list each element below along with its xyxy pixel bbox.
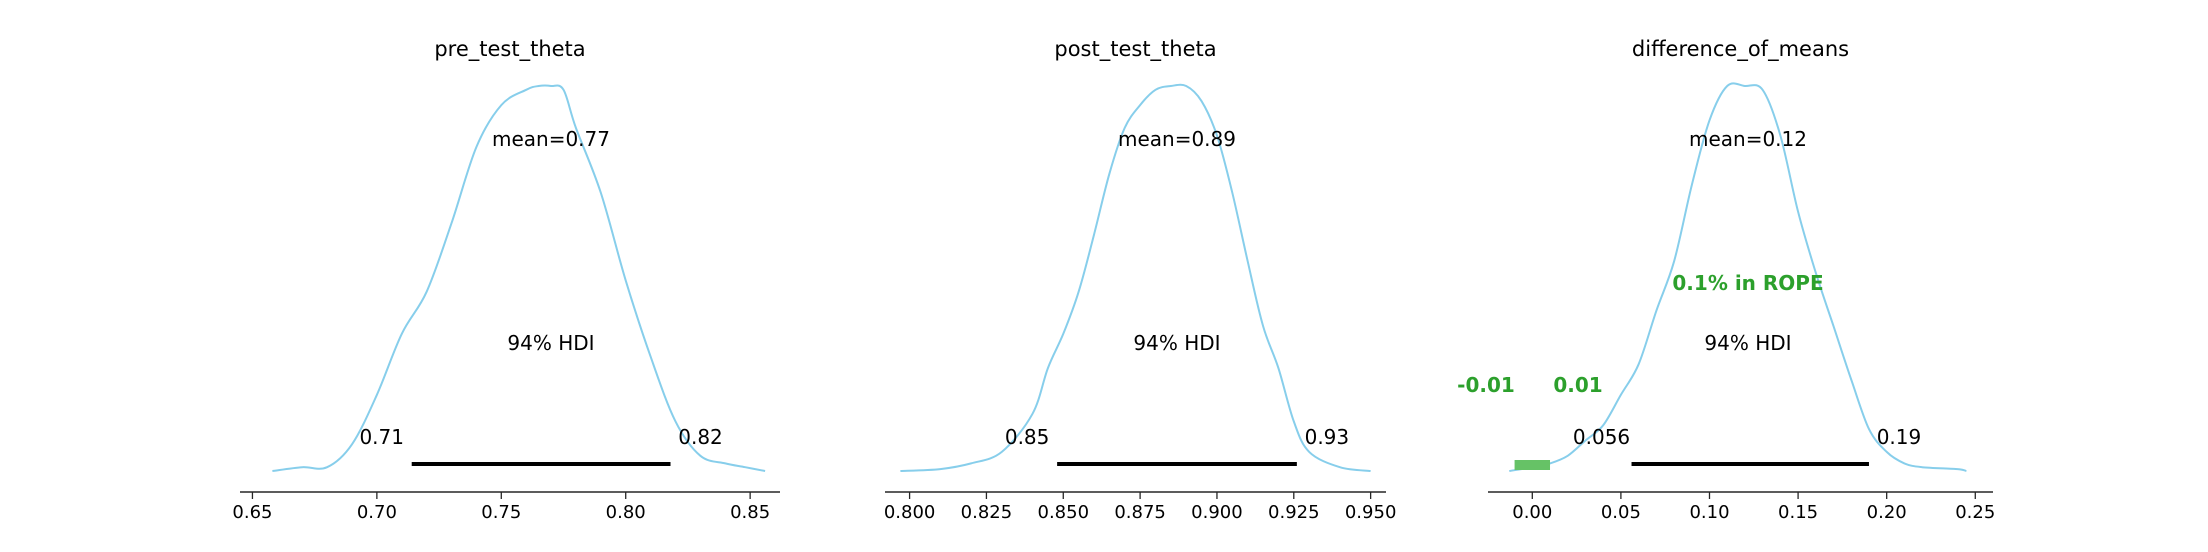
x-tick-label: 0.900 — [1191, 502, 1243, 523]
x-tick-label: 0.25 — [1955, 502, 1995, 523]
x-tick-label: 0.825 — [961, 502, 1013, 523]
hdi-text: 94% HDI — [1133, 331, 1220, 355]
panel-post-test-theta: post_test_theta 0.800 0.825 0.850 0.875 0.900… — [884, 37, 1397, 523]
x-tick-label: 0.15 — [1778, 502, 1818, 523]
x-tick-label: 0.20 — [1867, 502, 1907, 523]
x-tick-label: 0.875 — [1114, 502, 1166, 523]
hdi-upper-label: 0.82 — [678, 425, 723, 449]
mean-label: mean=0.89 — [1118, 127, 1236, 151]
x-tick-label: 0.925 — [1268, 502, 1320, 523]
x-tick-label: 0.10 — [1689, 502, 1729, 523]
panel-difference-of-means: difference_of_means 0.00 0.05 0.10 0.15 0.20 0… — [1457, 37, 1995, 523]
panel-pre-test-theta: pre_test_theta 0.65 0.70 0.75 0.80 0.85 0.71 0.… — [232, 37, 780, 523]
hdi-lower-label: 0.71 — [359, 425, 404, 449]
x-tick-label: 0.80 — [606, 502, 646, 523]
density-curve — [1509, 82, 1967, 472]
rope-lower-label: -0.01 — [1457, 373, 1515, 397]
mean-label: mean=0.12 — [1689, 127, 1807, 151]
hdi-text: 94% HDI — [507, 331, 594, 355]
hdi-lower-label: 0.056 — [1573, 425, 1630, 449]
hdi-upper-label: 0.19 — [1877, 425, 1922, 449]
x-tick-label: 0.950 — [1345, 502, 1397, 523]
x-tick-label: 0.65 — [232, 502, 272, 523]
rope-bar — [1514, 460, 1551, 470]
x-tick-label: 0.05 — [1601, 502, 1641, 523]
hdi-text: 94% HDI — [1704, 331, 1791, 355]
x-tick-label: 0.800 — [884, 502, 936, 523]
x-tick-label: 0.85 — [730, 502, 770, 523]
plot-title: pre_test_theta — [434, 37, 585, 62]
hdi-upper-label: 0.93 — [1305, 425, 1350, 449]
plot-title: difference_of_means — [1632, 37, 1849, 62]
rope-percent-label: 0.1% in ROPE — [1672, 271, 1823, 295]
plot-title: post_test_theta — [1054, 37, 1216, 62]
x-tick-label: 0.75 — [481, 502, 521, 523]
rope-upper-label: 0.01 — [1553, 373, 1602, 397]
density-curve — [900, 83, 1371, 472]
x-tick-label: 0.00 — [1512, 502, 1552, 523]
hdi-lower-label: 0.85 — [1005, 425, 1050, 449]
x-tick-label: 0.850 — [1038, 502, 1090, 523]
density-curve — [272, 84, 766, 472]
x-tick-label: 0.70 — [357, 502, 397, 523]
mean-label: mean=0.77 — [492, 127, 610, 151]
